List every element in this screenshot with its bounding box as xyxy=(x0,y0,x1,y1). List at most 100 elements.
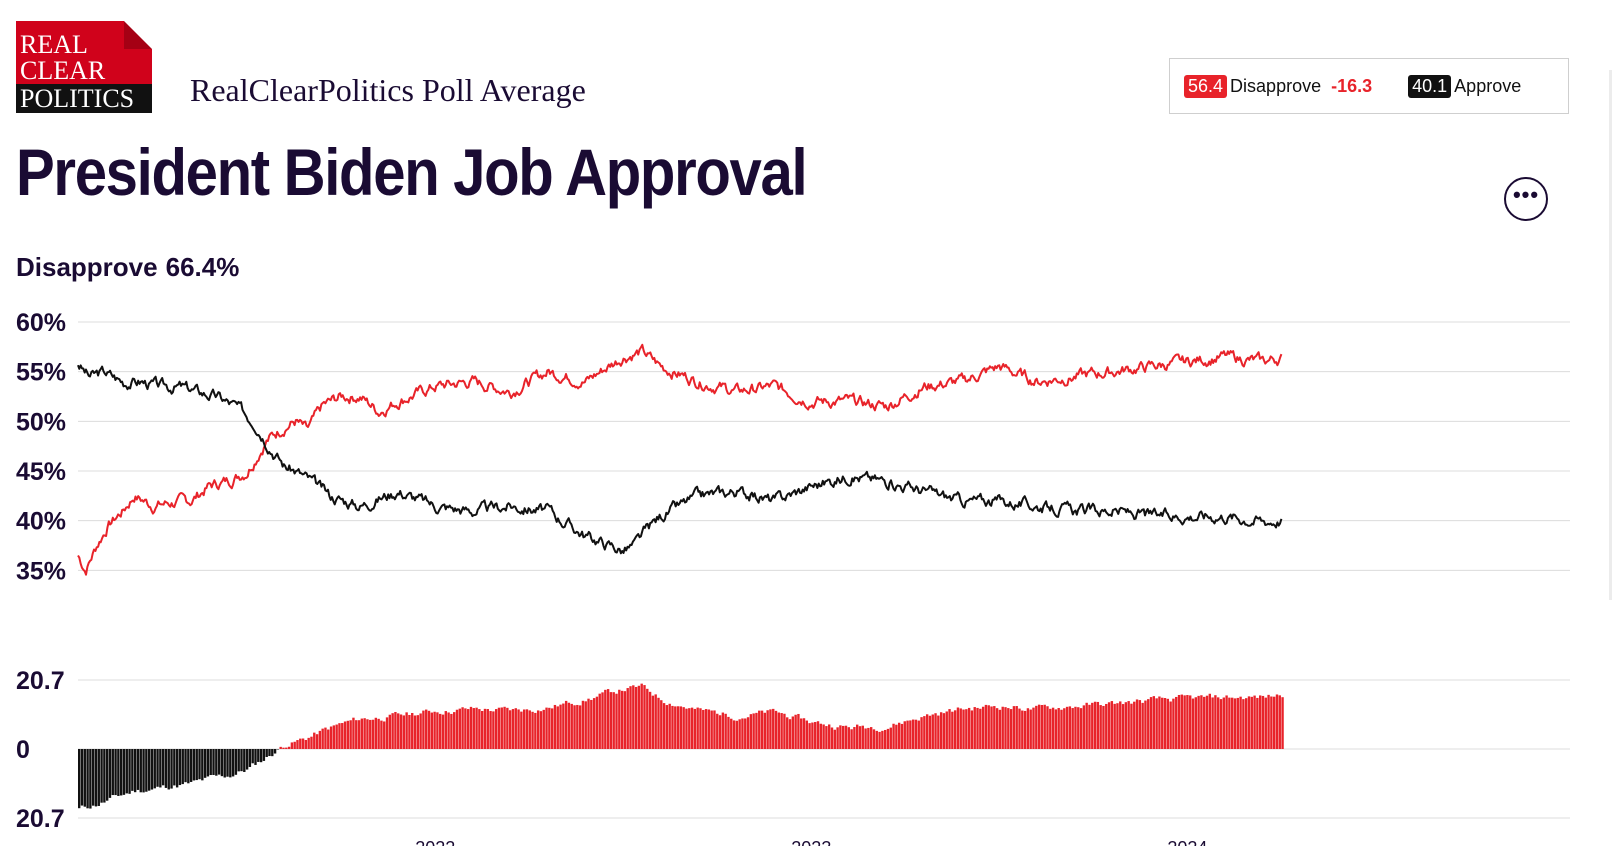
spread-bar-disapprove xyxy=(903,721,906,749)
spread-bar-disapprove xyxy=(710,710,713,749)
spread-bar-disapprove xyxy=(439,713,442,749)
spread-bar-disapprove xyxy=(341,723,344,749)
spread-bar-disapprove xyxy=(657,697,660,749)
spread-bar-disapprove xyxy=(584,701,587,749)
spread-bar-disapprove xyxy=(878,731,881,749)
spread-bar-disapprove xyxy=(567,702,571,749)
spread-bar-disapprove xyxy=(850,729,853,749)
spread-bar-disapprove xyxy=(718,715,722,749)
spread-bar-approve xyxy=(254,749,257,765)
spread-bar-disapprove xyxy=(1051,707,1055,749)
spread-bar-disapprove xyxy=(578,705,582,749)
spread-bar-approve xyxy=(189,749,193,782)
spread-bar-disapprove xyxy=(833,729,836,749)
spread-bar-disapprove xyxy=(553,704,557,749)
spread-bar-disapprove xyxy=(760,710,764,749)
spread-bar-disapprove xyxy=(897,722,901,749)
spread-bar-disapprove xyxy=(1267,694,1270,749)
spread-bar-disapprove xyxy=(805,720,809,749)
spread-bar-disapprove xyxy=(1205,695,1209,749)
spread-bar-approve xyxy=(257,749,260,762)
readout-label: Disapprove xyxy=(16,252,158,282)
spread-bar-disapprove xyxy=(853,727,856,749)
scrollbar-track[interactable] xyxy=(1609,70,1612,600)
spread-bar-disapprove xyxy=(1256,697,1259,749)
hover-readout: Disapprove 66.4% xyxy=(16,252,239,283)
spread-bar-disapprove xyxy=(1189,695,1192,749)
spread-bar-disapprove xyxy=(1180,694,1184,749)
spread-bar-approve xyxy=(111,749,114,796)
spread-bar-approve xyxy=(223,749,226,778)
spread-bar-disapprove xyxy=(811,722,814,749)
spread-bar-disapprove xyxy=(763,712,767,749)
spread-bar-disapprove xyxy=(313,732,316,749)
spread-bar-disapprove xyxy=(830,727,834,749)
series-line-disapprove xyxy=(77,343,1283,576)
spread-bar-approve xyxy=(139,749,142,793)
spread-bar-disapprove xyxy=(1261,695,1265,749)
spread-bar-approve xyxy=(209,749,212,776)
spread-bar-disapprove xyxy=(855,724,859,749)
logo-line-3: POLITICS xyxy=(16,84,152,113)
spread-bar-approve xyxy=(234,749,238,775)
spread-bar-disapprove xyxy=(646,688,649,749)
site-title[interactable]: RealClearPolitics Poll Average xyxy=(190,72,586,108)
spread-bar-approve xyxy=(128,749,131,794)
spread-bar-disapprove xyxy=(900,723,904,749)
spread-bar-disapprove xyxy=(1063,708,1066,749)
spread-bar-disapprove xyxy=(606,689,610,749)
spread-bar-disapprove xyxy=(755,712,758,749)
spread-bar-disapprove xyxy=(690,707,694,749)
spread-bar-disapprove xyxy=(324,727,327,749)
spread-bar-approve xyxy=(150,749,154,790)
spread-bar-disapprove xyxy=(1049,708,1052,749)
spread-bar-disapprove xyxy=(590,699,593,749)
spread-bar-disapprove xyxy=(441,714,445,749)
spread-bar-disapprove xyxy=(545,707,548,749)
spread-bar-disapprove xyxy=(998,709,1002,749)
spread-bar-disapprove xyxy=(746,717,750,749)
more-options-button[interactable]: ••• xyxy=(1504,177,1548,221)
rcp-logo[interactable]: REAL CLEAR POLITICS xyxy=(16,21,152,113)
spread-bar-disapprove xyxy=(777,712,781,749)
spread-bar-disapprove xyxy=(945,711,948,749)
legend-approve-label: Approve xyxy=(1454,75,1522,96)
spread-bar-approve xyxy=(159,749,162,788)
spread-bar-disapprove xyxy=(1244,698,1248,749)
spread-bar-disapprove xyxy=(648,691,652,749)
spread-bar-approve xyxy=(229,749,232,778)
spread-bar-disapprove xyxy=(741,718,744,749)
spread-bar-disapprove xyxy=(388,714,392,749)
spread-bar-disapprove xyxy=(917,720,920,749)
spread-bar-disapprove xyxy=(385,717,389,749)
spread-bar-approve xyxy=(133,749,137,793)
spread-bar-disapprove xyxy=(858,726,862,749)
spread-bar-disapprove xyxy=(539,711,543,749)
spread-bar-approve xyxy=(122,749,126,795)
spread-bar-disapprove xyxy=(844,725,848,749)
spread-bar-disapprove xyxy=(634,686,638,749)
spread-bar-disapprove xyxy=(676,706,680,749)
spread-bar-disapprove xyxy=(682,707,685,749)
spread-bar-disapprove xyxy=(1211,697,1214,749)
spread-bar-disapprove xyxy=(304,739,308,749)
spread-bar-disapprove xyxy=(962,709,965,749)
spread-bar-disapprove xyxy=(895,724,898,749)
spread-bar-disapprove xyxy=(869,727,873,749)
spread-bar-disapprove xyxy=(1264,697,1267,749)
spread-bar-disapprove xyxy=(794,714,797,749)
spread-bar-disapprove xyxy=(576,704,579,749)
spread-bar-disapprove xyxy=(696,707,699,749)
spread-tick-label: 20.7 xyxy=(16,805,65,833)
spread-bar-disapprove xyxy=(942,713,946,749)
spread-bar-disapprove xyxy=(1099,705,1102,749)
spread-bar-approve xyxy=(97,749,100,806)
legend-approve-value: 40.1 xyxy=(1408,74,1452,98)
spread-bar-disapprove xyxy=(1029,709,1032,749)
spread-bar-disapprove xyxy=(1141,702,1144,749)
spread-bar-disapprove xyxy=(595,696,599,749)
spread-bar-disapprove xyxy=(355,720,358,749)
spread-bar-disapprove xyxy=(455,709,459,749)
spread-bar-disapprove xyxy=(450,713,453,749)
